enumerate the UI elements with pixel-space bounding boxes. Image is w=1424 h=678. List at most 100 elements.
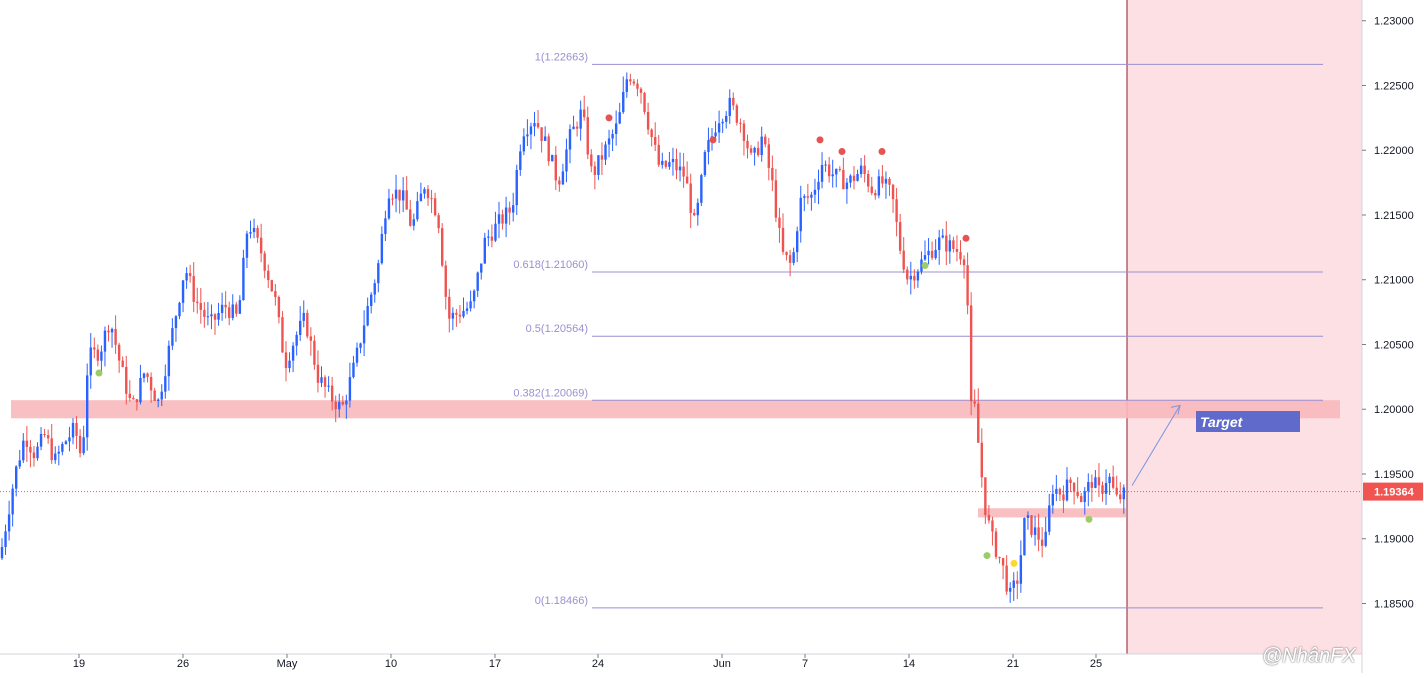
- target-arrow-head: [1170, 404, 1181, 415]
- candle-body: [100, 351, 103, 361]
- candle-body: [685, 176, 689, 184]
- candle-body: [1030, 515, 1033, 535]
- y-tick-label: 1.18500: [1374, 598, 1414, 610]
- candle-body: [987, 514, 991, 521]
- candle-body: [43, 434, 46, 436]
- candle-body: [377, 263, 380, 284]
- candle-body: [114, 328, 117, 345]
- candle-body: [245, 233, 249, 258]
- candle-body: [590, 154, 593, 167]
- candle-body: [11, 488, 14, 515]
- candle-body: [338, 401, 341, 410]
- candle-body: [636, 83, 639, 89]
- candle-body: [401, 190, 405, 201]
- candle-body: [526, 134, 529, 137]
- candle-body: [700, 175, 703, 203]
- candle-body: [966, 265, 969, 306]
- candle-body: [96, 349, 100, 361]
- candle-body: [291, 345, 295, 361]
- target-label-box[interactable]: [1196, 411, 1300, 432]
- candle-body: [984, 477, 987, 515]
- support-zone: [978, 508, 1126, 518]
- candle-body: [171, 328, 174, 346]
- candle-body: [938, 237, 941, 250]
- candle-body: [302, 312, 305, 321]
- candle-body: [313, 340, 316, 365]
- candle-body: [213, 314, 217, 320]
- candle-body: [682, 166, 685, 177]
- candle-body: [547, 136, 550, 162]
- candle-body: [228, 307, 231, 318]
- watermark-text: @NhânFX: [1262, 645, 1356, 667]
- candle-body: [824, 164, 827, 166]
- candle-body: [274, 291, 277, 298]
- y-tick-label: 1.23000: [1374, 16, 1414, 28]
- candle-body: [600, 155, 604, 160]
- candle-body: [355, 347, 359, 363]
- candle-body: [259, 237, 263, 254]
- candle-body: [1040, 539, 1044, 546]
- candle-body: [61, 443, 64, 452]
- fib-level-label: 0.382(1.20069): [513, 387, 588, 399]
- candle-body: [117, 344, 121, 361]
- candle-body: [75, 422, 78, 436]
- candle-body: [551, 154, 554, 162]
- candle-body: [0, 547, 4, 559]
- candle-body: [71, 422, 75, 438]
- candle-body: [533, 123, 536, 127]
- candle-body: [1111, 476, 1115, 488]
- candle-body: [739, 122, 742, 124]
- candle-body: [348, 377, 352, 401]
- candle-body: [50, 438, 53, 461]
- candle-body: [835, 168, 838, 175]
- candle-body: [32, 452, 36, 459]
- candle-body: [1119, 494, 1122, 500]
- candle-body: [607, 138, 611, 145]
- candle-body: [877, 176, 881, 196]
- candle-body: [235, 304, 238, 314]
- candle-body: [923, 255, 927, 260]
- candle-body: [483, 237, 486, 264]
- candle-body: [252, 228, 256, 233]
- candle-body: [614, 123, 618, 134]
- candle-body: [732, 97, 735, 106]
- candle-body: [898, 222, 902, 251]
- candle-body: [529, 126, 533, 135]
- candle-body: [859, 165, 863, 174]
- candle-body: [121, 360, 124, 367]
- candle-body: [174, 316, 178, 329]
- candle-body: [135, 399, 139, 403]
- candle-body: [838, 168, 841, 170]
- candle-body: [1065, 479, 1069, 501]
- current-price-tag[interactable]: [1363, 482, 1423, 501]
- candle-body: [622, 91, 625, 113]
- candle-body: [196, 301, 199, 304]
- candle-body: [781, 227, 785, 252]
- signal-dot: [878, 148, 886, 156]
- candle-body: [568, 129, 572, 150]
- candle-body: [952, 240, 955, 250]
- candle-body: [792, 252, 795, 263]
- signal-dot: [95, 369, 103, 377]
- candle-body: [707, 140, 710, 152]
- candle-body: [920, 259, 923, 272]
- candle-body: [153, 390, 156, 402]
- candle-body: [57, 451, 60, 454]
- candle-body: [284, 352, 288, 369]
- candle-body: [405, 190, 408, 210]
- candle-body: [188, 273, 192, 277]
- candle-body: [380, 233, 384, 264]
- y-tick-label: 1.19000: [1374, 534, 1414, 546]
- candle-body: [139, 377, 142, 403]
- candle-body: [82, 437, 85, 454]
- candle-body: [959, 251, 962, 260]
- candle-body: [1072, 482, 1076, 492]
- candle-body: [362, 325, 366, 344]
- candle-body: [487, 236, 490, 238]
- candle-body: [799, 197, 802, 232]
- candle-body: [203, 309, 206, 317]
- candle-body: [1044, 531, 1047, 546]
- candle-body: [583, 109, 586, 118]
- candle-body: [281, 317, 284, 353]
